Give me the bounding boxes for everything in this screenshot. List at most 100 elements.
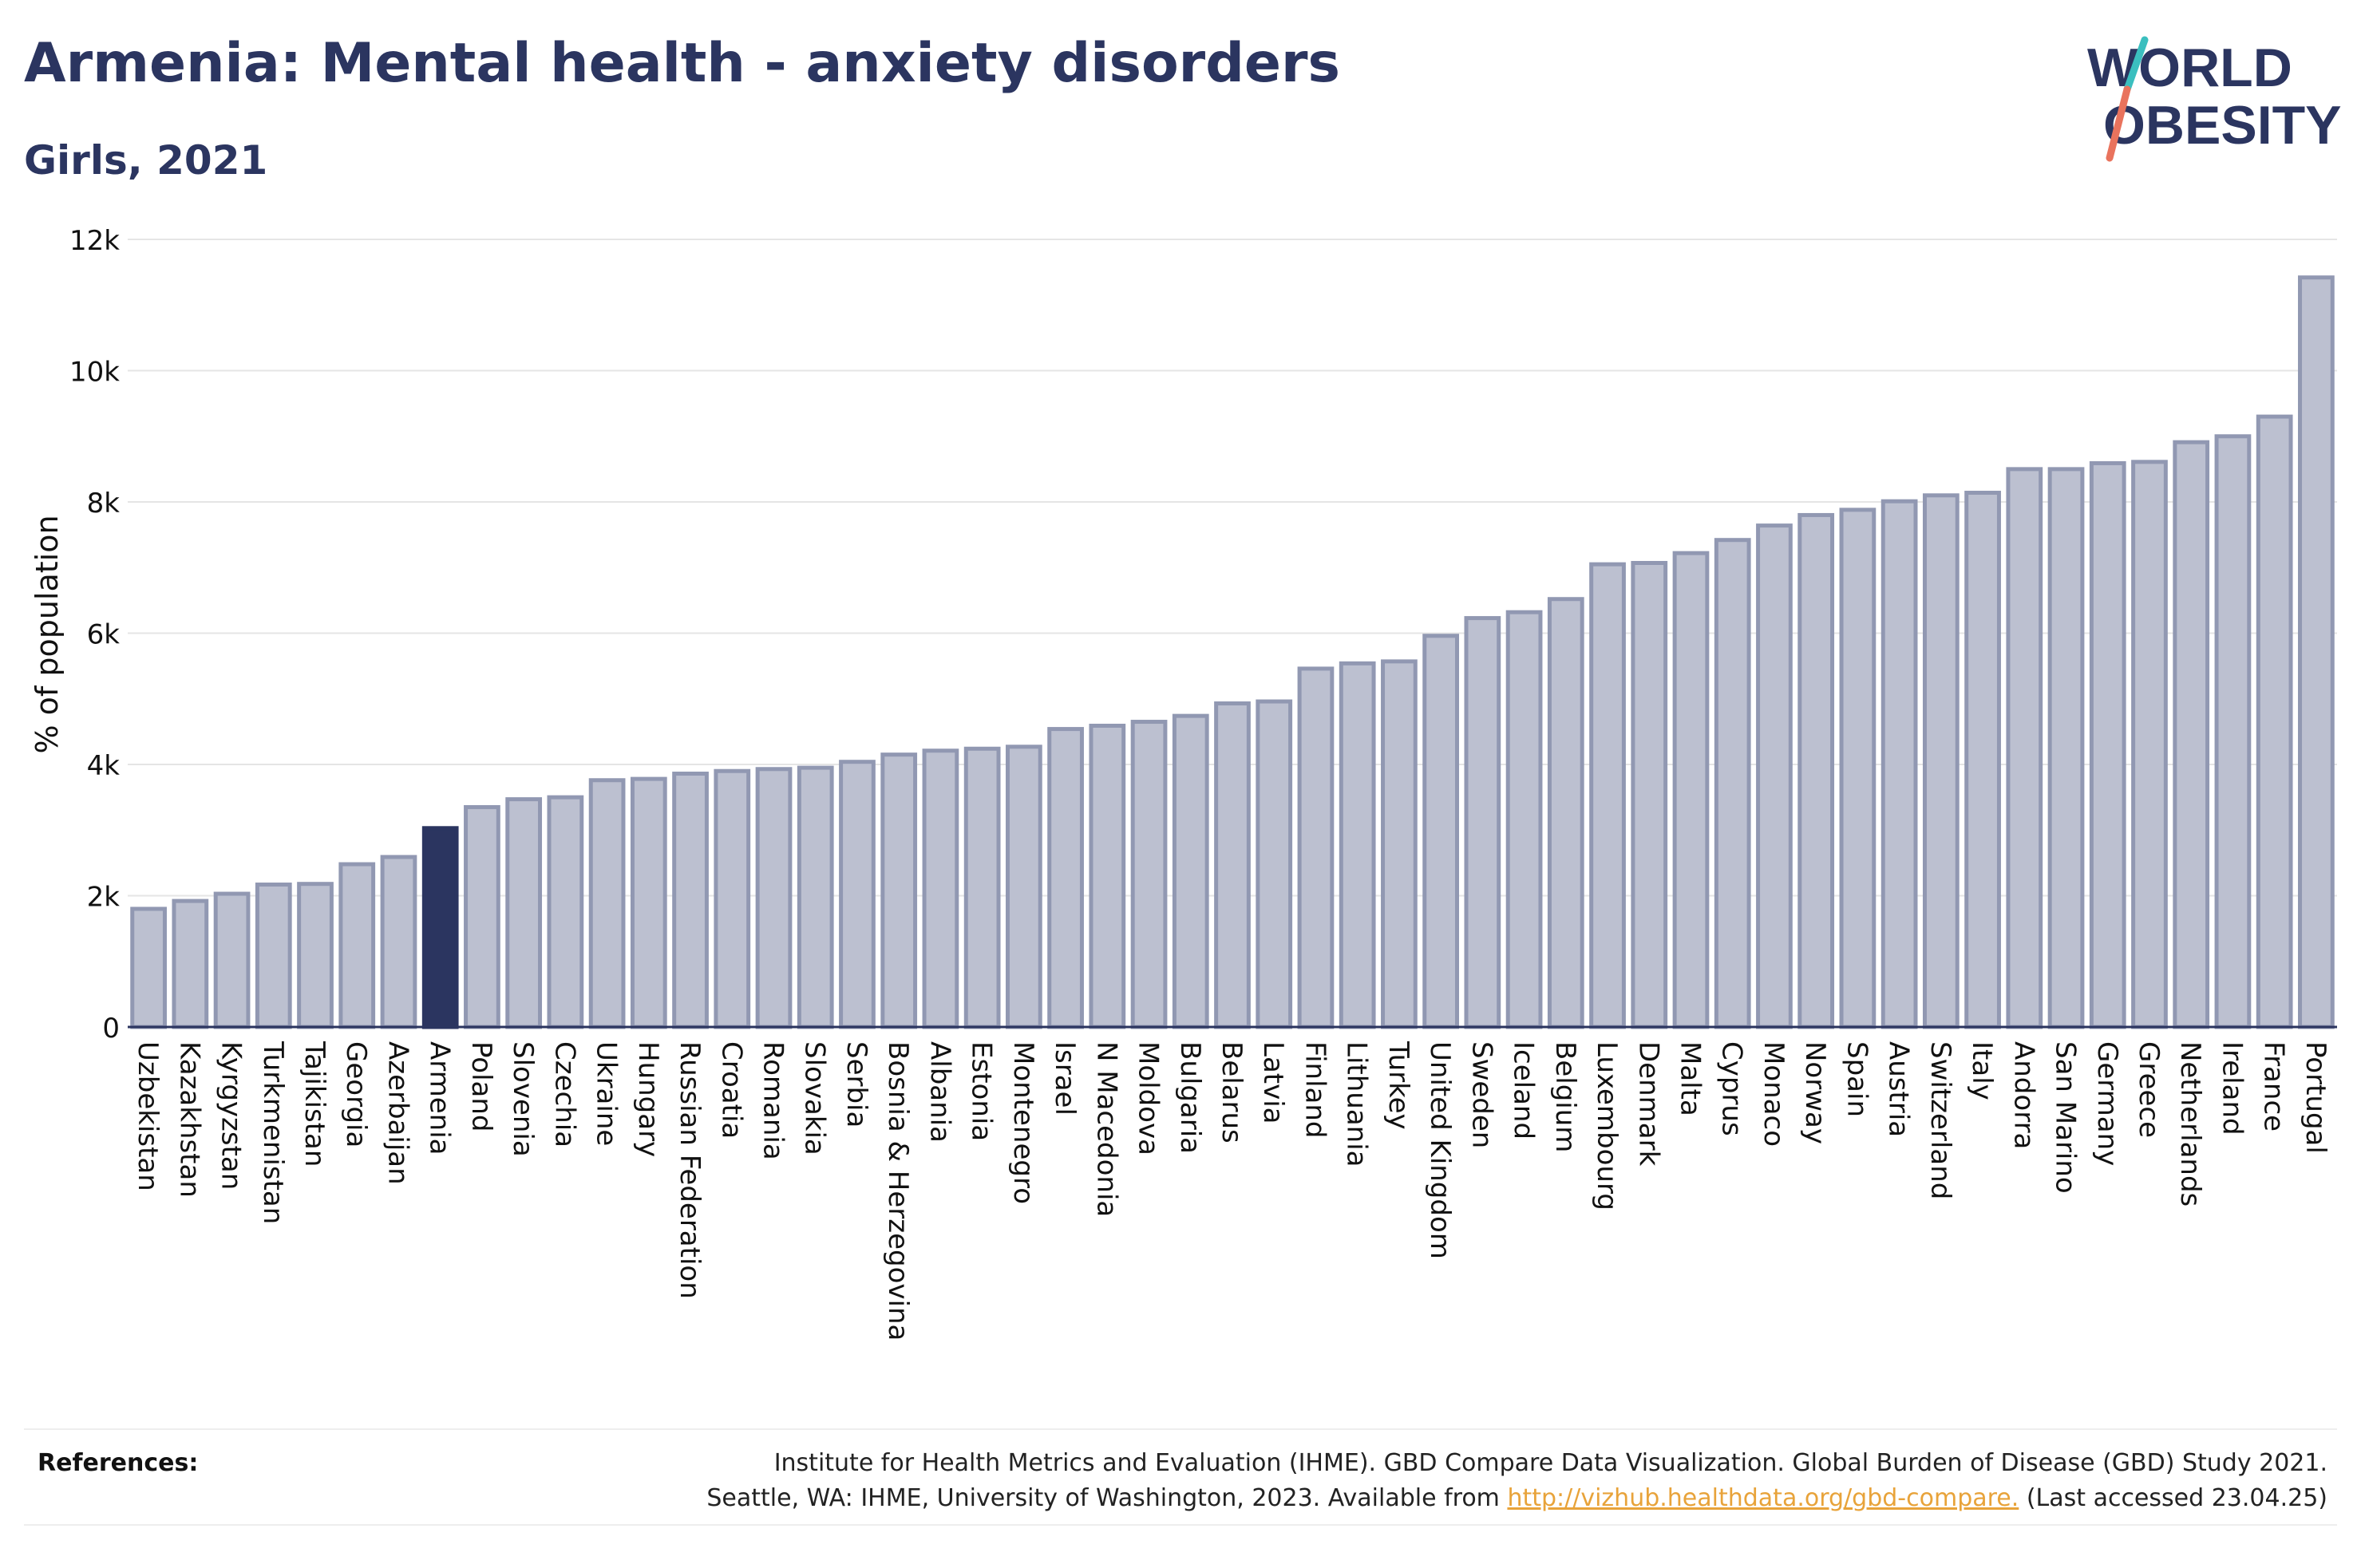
bar-armenia[interactable] — [421, 826, 459, 1029]
x-tick-label: Romania — [757, 1041, 789, 1160]
y-tick-label: 4k — [87, 750, 121, 782]
bar-netherlands[interactable] — [2173, 440, 2210, 1029]
x-tick-label: Sweden — [1465, 1041, 1497, 1148]
bar-ireland[interactable] — [2214, 434, 2252, 1029]
x-tick-label: Norway — [1799, 1041, 1831, 1144]
bar-kazakhstan[interactable] — [172, 899, 209, 1029]
bar-uzbekistan[interactable] — [130, 906, 167, 1029]
bar-denmark[interactable] — [1631, 560, 1668, 1029]
bar-iceland[interactable] — [1505, 610, 1543, 1029]
x-tick-label: Turkey — [1382, 1041, 1414, 1130]
x-tick-label: Bulgaria — [1174, 1041, 1206, 1154]
bar-belgium[interactable] — [1547, 597, 1584, 1029]
bar-moldova[interactable] — [1130, 720, 1168, 1029]
bar-hungary[interactable] — [630, 776, 667, 1029]
bar-chart: 0 2k 4k 6k 8k 10k 12k Uzbekistan Kazakhstan Kyrg… — [30, 225, 2337, 1341]
bar-slovenia[interactable] — [505, 797, 543, 1029]
bar-russian-federation[interactable] — [672, 772, 709, 1029]
x-tick-label: Moldova — [1133, 1041, 1165, 1155]
bar-serbia[interactable] — [839, 760, 876, 1029]
bar-germany[interactable] — [2089, 460, 2126, 1029]
bar-bulgaria[interactable] — [1172, 713, 1209, 1029]
x-tick-label: Albania — [923, 1041, 955, 1143]
bar-slovakia[interactable] — [797, 765, 834, 1029]
bar-monaco[interactable] — [1756, 523, 1793, 1029]
x-tick-label: Switzerland — [1924, 1041, 1956, 1199]
bar-malta[interactable] — [1672, 551, 1710, 1029]
bar-turkmenistan[interactable] — [255, 883, 292, 1029]
chart-title: Armenia: Mental health - anxiety disorde… — [24, 32, 1340, 95]
bar-croatia[interactable] — [714, 768, 751, 1029]
bar-georgia[interactable] — [338, 862, 376, 1029]
x-tick-label: Croatia — [715, 1041, 747, 1139]
bar-n-macedonia[interactable] — [1089, 723, 1126, 1029]
bar-san-marino[interactable] — [2047, 467, 2085, 1029]
x-axis-labels: Uzbekistan Kazakhstan Kyrgyzstan Turkmenist… — [132, 1041, 2331, 1341]
reference-line-2: Seattle, WA: IHME, University of Washing… — [706, 1484, 2327, 1512]
x-tick-label: Denmark — [1632, 1041, 1664, 1167]
x-tick-label: Estonia — [966, 1041, 998, 1141]
bar-israel[interactable] — [1047, 727, 1084, 1029]
bar-norway[interactable] — [1797, 512, 1835, 1029]
bar-andorra[interactable] — [2006, 467, 2043, 1029]
x-tick-label: Kazakhstan — [173, 1041, 205, 1198]
x-tick-label: Latvia — [1257, 1041, 1289, 1124]
bar-tajikistan[interactable] — [297, 882, 334, 1029]
x-tick-label: Greece — [2133, 1041, 2165, 1138]
x-tick-label: Spain — [1841, 1041, 1873, 1117]
y-tick-label: 10k — [69, 357, 120, 389]
y-tick-label: 2k — [87, 882, 121, 914]
x-tick-label: Slovenia — [507, 1041, 539, 1157]
y-axis-label: % of population — [30, 515, 65, 753]
bar-switzerland[interactable] — [1922, 493, 1960, 1029]
bar-turkey[interactable] — [1381, 659, 1418, 1029]
logo-line-2: OBESITY — [2103, 95, 2342, 156]
x-tick-label: Uzbekistan — [132, 1041, 164, 1191]
x-tick-label: Netherlands — [2174, 1041, 2206, 1207]
bar-azerbaijan[interactable] — [380, 855, 417, 1029]
x-tick-label: Ukraine — [591, 1041, 623, 1146]
x-tick-label: Bosnia & Herzegovina — [882, 1041, 914, 1341]
x-tick-label: Iceland — [1508, 1041, 1540, 1139]
footer-divider-top — [24, 1428, 2337, 1430]
references-label: References: — [38, 1449, 199, 1477]
y-tick-label: 6k — [87, 619, 121, 651]
x-tick-label: Azerbaijan — [382, 1041, 413, 1185]
bar-estonia[interactable] — [963, 746, 1001, 1029]
bar-montenegro[interactable] — [1005, 745, 1042, 1029]
x-tick-label: Montenegro — [1007, 1041, 1039, 1204]
bar-poland[interactable] — [464, 804, 500, 1029]
bar-united-kingdom[interactable] — [1422, 634, 1460, 1029]
bar-kyrgyzstan[interactable] — [213, 891, 251, 1029]
x-tick-label: Luxembourg — [1591, 1041, 1623, 1211]
x-tick-label: Finland — [1299, 1041, 1331, 1139]
bar-sweden[interactable] — [1464, 616, 1501, 1029]
reference-line-2-suffix: (Last accessed 23.04.25) — [2019, 1484, 2327, 1512]
footer-divider-bottom — [24, 1524, 2337, 1526]
bar-latvia[interactable] — [1256, 699, 1293, 1029]
bar-ukraine[interactable] — [588, 778, 626, 1029]
bar-belarus[interactable] — [1214, 701, 1251, 1029]
x-tick-label: Slovakia — [799, 1041, 831, 1155]
bar-cyprus[interactable] — [1714, 538, 1751, 1029]
bar-greece[interactable] — [2131, 460, 2168, 1029]
bar-finland[interactable] — [1297, 666, 1335, 1029]
logo-teal-stroke — [2123, 36, 2149, 93]
x-tick-label: Kyrgyzstan — [216, 1041, 247, 1190]
x-tick-label: Belgium — [1549, 1041, 1581, 1152]
bar-italy[interactable] — [1964, 490, 2001, 1029]
bar-austria[interactable] — [1880, 499, 1918, 1029]
bar-spain[interactable] — [1839, 508, 1877, 1029]
reference-link[interactable]: http://vizhub.healthdata.org/gbd-compare… — [1507, 1484, 2019, 1512]
bar-romania[interactable] — [755, 767, 793, 1029]
x-tick-label: United Kingdom — [1424, 1041, 1456, 1259]
bar-portugal[interactable] — [2298, 275, 2335, 1029]
bar-lithuania[interactable] — [1339, 661, 1376, 1029]
bar-luxembourg[interactable] — [1589, 562, 1626, 1029]
bar-albania[interactable] — [922, 748, 959, 1029]
reference-line-1: Institute for Health Metrics and Evaluat… — [773, 1449, 2327, 1477]
y-axis-ticks: 0 2k 4k 6k 8k 10k 12k — [69, 225, 120, 1045]
bar-france[interactable] — [2256, 414, 2293, 1029]
bar-czechia[interactable] — [547, 795, 584, 1029]
bar-bosnia-herzegovina[interactable] — [880, 752, 918, 1029]
